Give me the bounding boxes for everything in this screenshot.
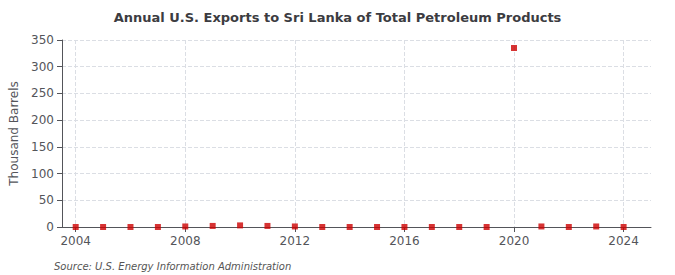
svg-text:200: 200 (31, 113, 54, 127)
svg-text:300: 300 (31, 60, 54, 74)
svg-text:Source: U.S. Energy Informatio: Source: U.S. Energy Information Administ… (54, 261, 291, 272)
svg-text:2024: 2024 (608, 234, 639, 248)
svg-text:2012: 2012 (280, 234, 311, 248)
svg-text:2020: 2020 (499, 234, 530, 248)
svg-text:2016: 2016 (389, 234, 420, 248)
svg-text:350: 350 (31, 33, 54, 47)
svg-text:Thousand Barrels: Thousand Barrels (7, 81, 21, 186)
svg-text:0: 0 (46, 220, 54, 234)
svg-text:Annual U.S. Exports to Sri Lan: Annual U.S. Exports to Sri Lanka of Tota… (114, 10, 562, 25)
svg-text:250: 250 (31, 86, 54, 100)
svg-text:50: 50 (39, 193, 54, 207)
svg-text:2004: 2004 (60, 234, 91, 248)
svg-text:100: 100 (31, 167, 54, 181)
svg-text:2008: 2008 (170, 234, 201, 248)
svg-text:150: 150 (31, 140, 54, 154)
